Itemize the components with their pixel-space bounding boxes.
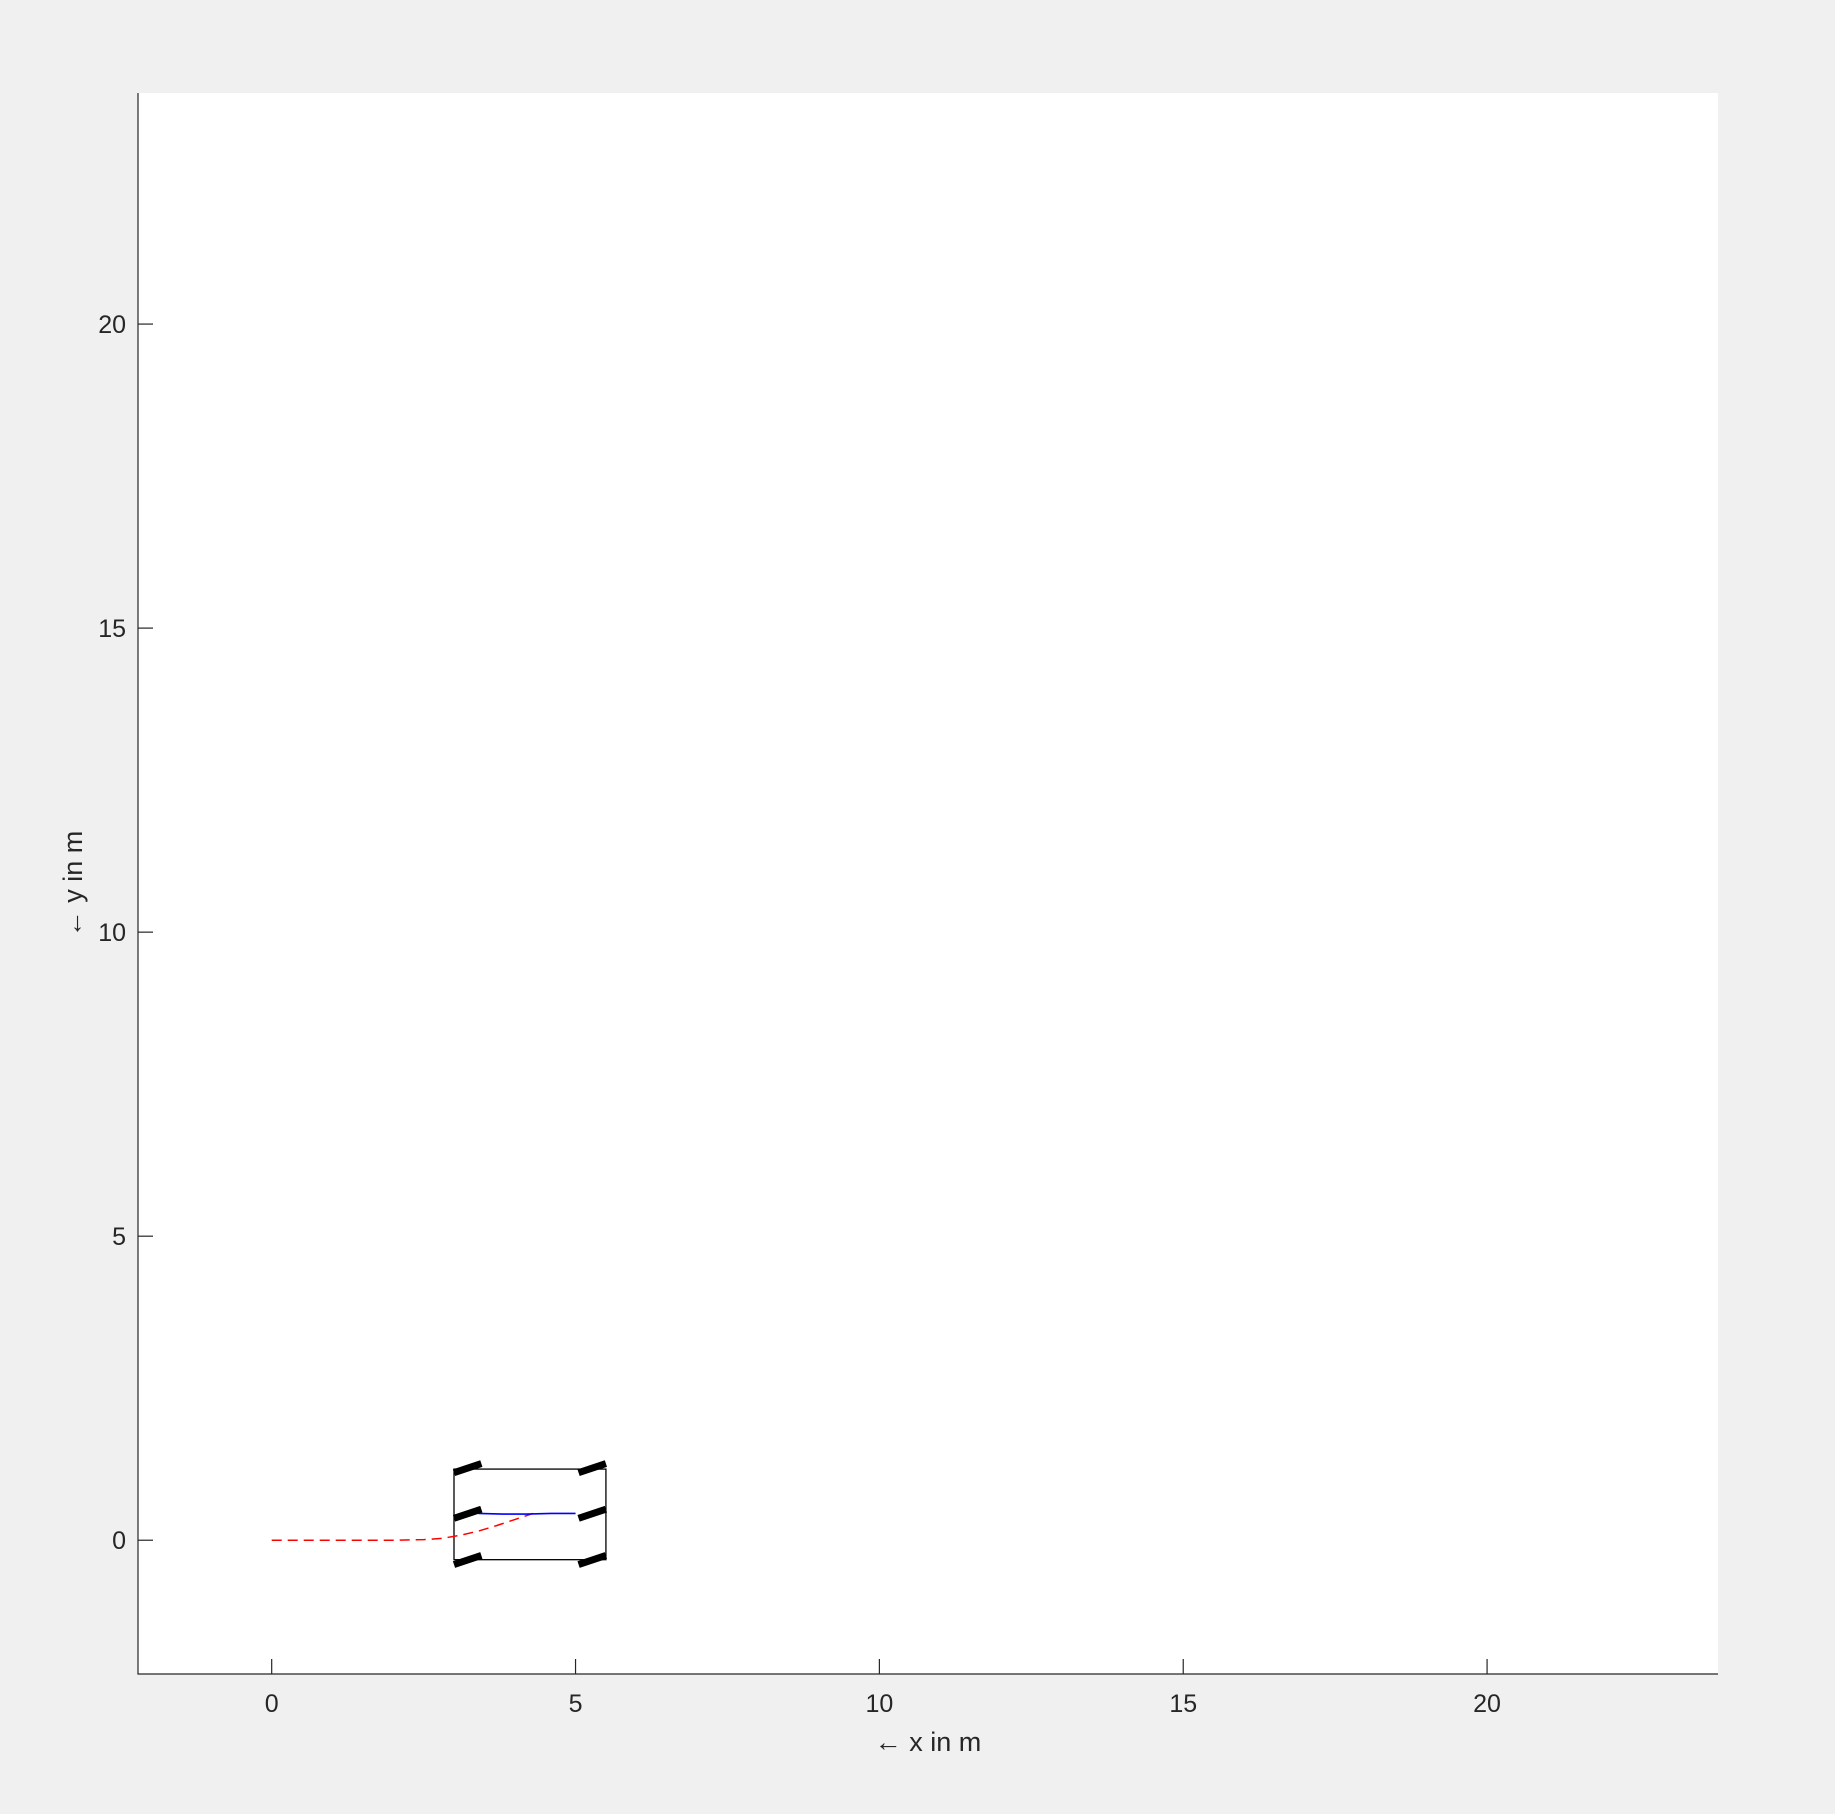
vehicle-wheel (452, 1460, 483, 1477)
y-axis-label: ← y in m (58, 831, 88, 938)
y-tick-label: 10 (98, 919, 126, 947)
x-tick-label: 0 (265, 1690, 279, 1718)
y-tick-label: 5 (112, 1223, 126, 1251)
driven-path-line (478, 1512, 576, 1515)
plot-layer (271, 1460, 608, 1568)
ticks-layer: 0 5 10 15 20 0 5 10 15 20 (98, 311, 1501, 1718)
vehicle-wheel (577, 1460, 608, 1477)
vehicle-wheel (577, 1552, 608, 1568)
y-tick-label: 20 (98, 311, 126, 339)
x-tick-label: 10 (865, 1690, 893, 1718)
axes-box (137, 93, 1718, 1675)
axes-background (138, 93, 1718, 1674)
vehicle-body (453, 1468, 607, 1561)
vehicle-wheel (452, 1505, 483, 1522)
vehicle-wheel (577, 1505, 608, 1522)
x-tick-label: 5 (569, 1690, 583, 1718)
y-tick-label: 0 (112, 1527, 126, 1555)
x-axis-label: ← x in m (875, 1727, 982, 1757)
vehicle-wheel (452, 1552, 483, 1568)
x-tick-label: 20 (1473, 1690, 1501, 1718)
x-tick-label: 15 (1169, 1690, 1197, 1718)
y-tick-label: 15 (98, 615, 126, 643)
reference-path-line (271, 1512, 534, 1541)
